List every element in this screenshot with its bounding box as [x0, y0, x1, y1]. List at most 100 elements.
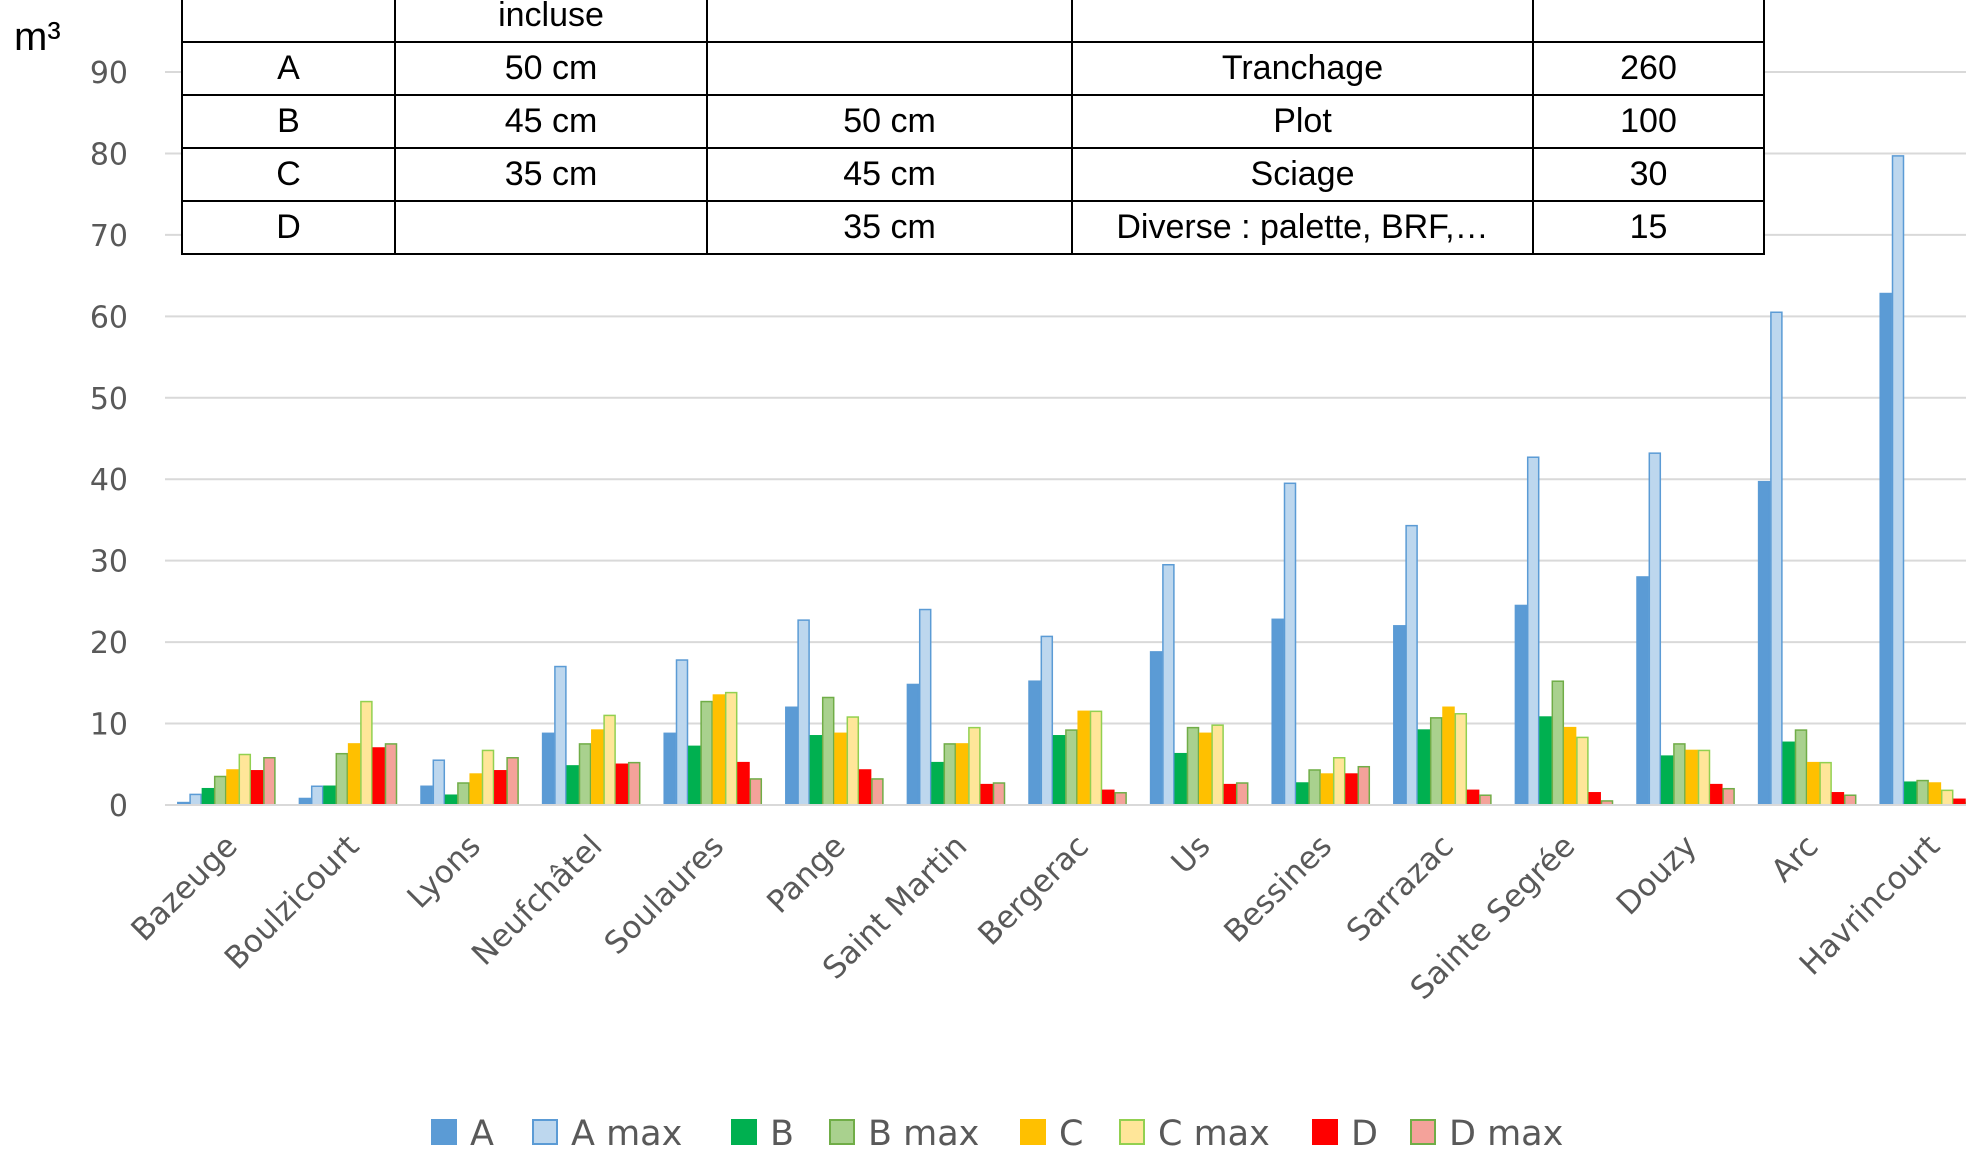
legend-swatch-1: [532, 1119, 558, 1145]
y-tick-label-40: 40: [90, 463, 128, 498]
bar-14-1: [1891, 155, 1905, 806]
bar-11-0: [1514, 604, 1528, 806]
bar-0-2: [201, 787, 215, 806]
bar-5-6: [858, 769, 872, 806]
table-cell: [181, 0, 396, 43]
bar-7-7: [1114, 792, 1127, 806]
table-row: B 45 cm 50 cm Plot 100: [181, 94, 1765, 149]
bar-7-6: [1102, 789, 1115, 806]
legend-swatch-6: [1312, 1119, 1338, 1145]
bar-1-4: [347, 743, 361, 806]
bar-14-3: [1916, 779, 1929, 806]
bar-8-6: [1223, 783, 1237, 806]
y-tick-label-60: 60: [90, 300, 128, 335]
bar-8-2: [1174, 752, 1187, 806]
bar-3-1: [554, 665, 567, 806]
legend-label-6: D: [1351, 1114, 1378, 1150]
table-row: C 35 cm 45 cm Sciage 30: [181, 147, 1765, 202]
bar-6-1: [918, 608, 932, 806]
table-cell: 100: [1532, 94, 1765, 149]
table-cell: 260: [1532, 41, 1765, 96]
y-tick-label-50: 50: [90, 382, 128, 417]
bar-6-4: [955, 743, 969, 806]
y-tick-label-90: 90: [90, 56, 128, 91]
table-cell: [394, 200, 708, 255]
bar-0-7: [263, 757, 276, 806]
category-label-3: Neufchâtel: [465, 828, 610, 973]
bar-9-3: [1308, 769, 1321, 806]
y-tick-label-10: 10: [90, 708, 128, 743]
table-cell: Sciage: [1071, 147, 1534, 202]
bar-9-6: [1345, 773, 1358, 806]
y-tick-label-20: 20: [90, 626, 128, 661]
bar-7-5: [1089, 710, 1103, 806]
bar-13-0: [1757, 480, 1771, 806]
legend-label-7: D max: [1449, 1114, 1563, 1150]
category-label-2: Lyons: [400, 828, 487, 915]
table-row: D 35 cm Diverse : palette, BRF,… 15: [181, 200, 1765, 255]
bar-13-6: [1831, 792, 1845, 806]
legend-swatch-0: [431, 1119, 457, 1145]
bar-10-5: [1454, 713, 1468, 806]
table-cell: C: [181, 147, 396, 202]
bar-13-1: [1770, 311, 1783, 806]
bar-10-1: [1405, 524, 1418, 806]
category-label-8: Us: [1165, 828, 1218, 881]
legend-label-2: B: [770, 1114, 794, 1150]
bar-9-1: [1283, 482, 1297, 806]
bar-13-7: [1843, 794, 1857, 806]
table-cell: Tranchage: [1071, 41, 1534, 96]
y-tick-label-70: 70: [90, 219, 128, 254]
table-cell: 50 cm: [394, 41, 708, 96]
bar-10-7: [1479, 794, 1492, 806]
bar-7-0: [1028, 680, 1041, 806]
bar-12-5: [1697, 749, 1711, 806]
bar-2-7: [506, 757, 519, 806]
table-cell: 45 cm: [706, 147, 1073, 202]
bar-1-1: [310, 785, 324, 806]
y-tick-label-80: 80: [90, 137, 128, 172]
bar-14-4: [1928, 782, 1942, 806]
table-cell: 35 cm: [394, 147, 708, 202]
bar-3-6: [615, 763, 629, 806]
bar-6-2: [931, 761, 944, 806]
bar-13-2: [1782, 741, 1795, 806]
bar-12-0: [1636, 576, 1649, 806]
bar-4-1: [675, 659, 689, 806]
bar-3-0: [541, 732, 555, 806]
legend-table-body: incluse A 50 cm Tranchage 260 B 45 cm 50 cm Plot…: [181, 0, 1765, 255]
legend-swatch-4: [1020, 1119, 1046, 1145]
bar-14-5: [1940, 789, 1954, 806]
bar-11-6: [1588, 792, 1601, 806]
legend-label-3: B max: [868, 1114, 979, 1150]
table-cell: 45 cm: [394, 94, 708, 149]
bar-2-5: [481, 749, 495, 806]
bar-1-5: [360, 700, 373, 806]
bar-8-0: [1149, 651, 1163, 806]
category-label-9: Bessines: [1217, 828, 1339, 950]
bar-8-7: [1235, 782, 1249, 806]
y-tick-label-0: 0: [109, 789, 128, 824]
bar-3-4: [591, 729, 604, 806]
bar-13-3: [1794, 729, 1808, 806]
bar-3-2: [566, 765, 579, 806]
bar-2-3: [457, 782, 470, 806]
bar-5-2: [809, 735, 823, 806]
bar-10-4: [1442, 706, 1455, 806]
table-cell: [1071, 0, 1534, 43]
bar-1-2: [323, 785, 336, 806]
table-cell: Diverse : palette, BRF,…: [1071, 200, 1534, 255]
bar-14-0: [1879, 292, 1892, 806]
bar-3-5: [603, 714, 616, 806]
bar-6-5: [968, 726, 981, 806]
bar-13-4: [1807, 761, 1820, 806]
bar-1-6: [372, 747, 385, 806]
bar-2-6: [494, 770, 507, 806]
bar-0-4: [226, 769, 239, 806]
category-label-5: Pange: [760, 828, 852, 920]
bar-8-1: [1162, 563, 1175, 806]
table-cell: 30: [1532, 147, 1765, 202]
legend-swatch-3: [829, 1119, 855, 1145]
bar-14-2: [1904, 781, 1917, 806]
bar-10-2: [1417, 729, 1431, 806]
